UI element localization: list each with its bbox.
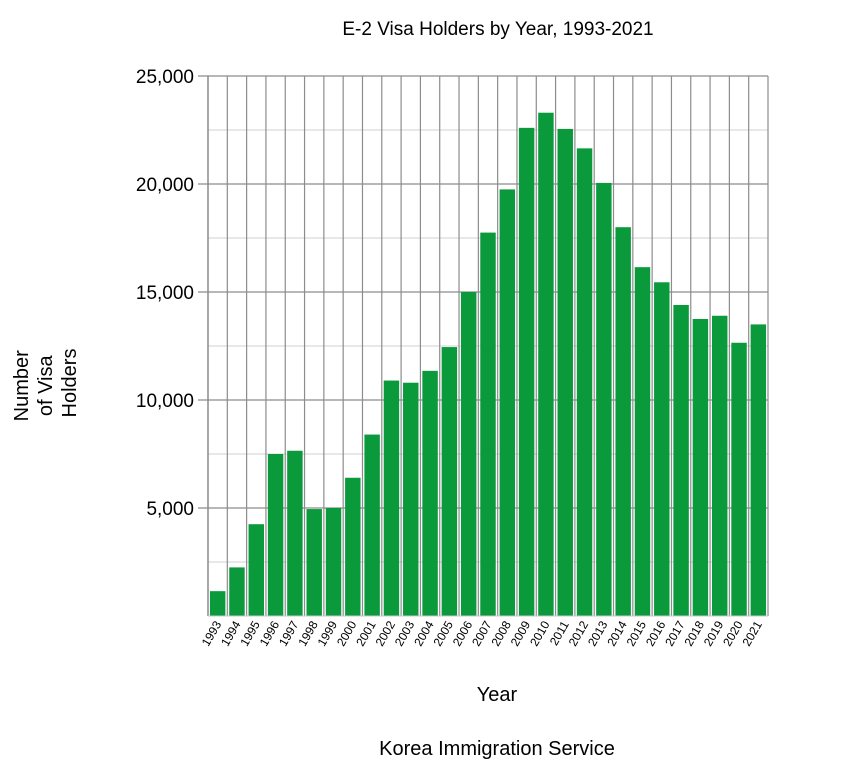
bar-2013 <box>596 182 612 617</box>
x-axis-label: Year <box>477 684 518 706</box>
y-tick-labels: 5,000 10,000 15,000 20,000 25,000 <box>136 67 194 520</box>
bar-2009 <box>518 127 535 616</box>
bar-2014 <box>615 227 631 616</box>
bar-2019 <box>712 315 728 616</box>
y-tick-label: 15,000 <box>136 283 194 304</box>
bar-2006 <box>460 292 477 616</box>
bar-2001 <box>364 434 380 616</box>
x-tick-labels: 1993199419951996199719981999200020012002… <box>199 618 765 648</box>
x-tick-label: 2021 <box>739 618 765 648</box>
bar-1993 <box>209 591 226 616</box>
source-note: Korea Immigration Service <box>379 738 615 760</box>
y-axis-label: Number of Visa Holders <box>11 345 81 422</box>
bar-2002 <box>383 380 400 616</box>
y-axis-label-line-3: Holders <box>59 349 81 418</box>
bar-1997 <box>287 450 303 616</box>
bar-1999 <box>325 508 342 616</box>
bar-2018 <box>692 319 709 616</box>
bar-2021 <box>750 324 767 616</box>
bar-2010 <box>538 112 554 616</box>
bar-2005 <box>441 347 458 616</box>
chart-title: E-2 Visa Holders by Year, 1993-2021 <box>342 19 653 40</box>
bar-2008 <box>499 189 516 616</box>
y-tick-label: 25,000 <box>136 67 194 88</box>
bar-1995 <box>248 524 264 616</box>
axes <box>207 76 768 617</box>
bar-2012 <box>576 148 593 617</box>
y-axis-label-line-1: Number <box>11 350 33 421</box>
y-tick-label: 10,000 <box>136 391 194 412</box>
bar-2004 <box>422 370 438 616</box>
bar-2015 <box>634 267 651 616</box>
bar-2020 <box>731 342 747 616</box>
bars <box>209 112 767 617</box>
bar-2017 <box>673 304 689 616</box>
bar-2011 <box>557 128 573 617</box>
y-tick-label: 5,000 <box>146 499 194 520</box>
y-axis-label-line-2: of Visa <box>35 355 57 417</box>
bar-2016 <box>654 282 670 616</box>
bar-1996 <box>267 454 284 616</box>
bar-1994 <box>229 567 245 616</box>
bar-2000 <box>345 477 361 616</box>
x-tick-label: 2010 <box>527 618 553 648</box>
bar-2007 <box>480 232 496 616</box>
bar-2003 <box>403 382 419 616</box>
y-tick-label: 20,000 <box>136 175 194 196</box>
bar-1998 <box>306 509 322 616</box>
